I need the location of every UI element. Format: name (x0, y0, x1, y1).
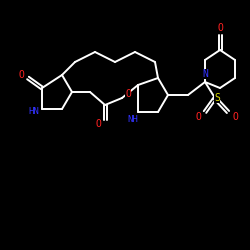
Text: O: O (232, 112, 238, 122)
Text: N: N (202, 69, 208, 79)
Text: O: O (195, 112, 201, 122)
Text: HN: HN (28, 108, 40, 116)
Text: O: O (125, 89, 131, 99)
Text: O: O (18, 70, 24, 80)
Text: O: O (217, 23, 223, 33)
Text: S: S (214, 93, 220, 103)
Text: NH: NH (128, 116, 138, 124)
Text: O: O (95, 119, 101, 129)
